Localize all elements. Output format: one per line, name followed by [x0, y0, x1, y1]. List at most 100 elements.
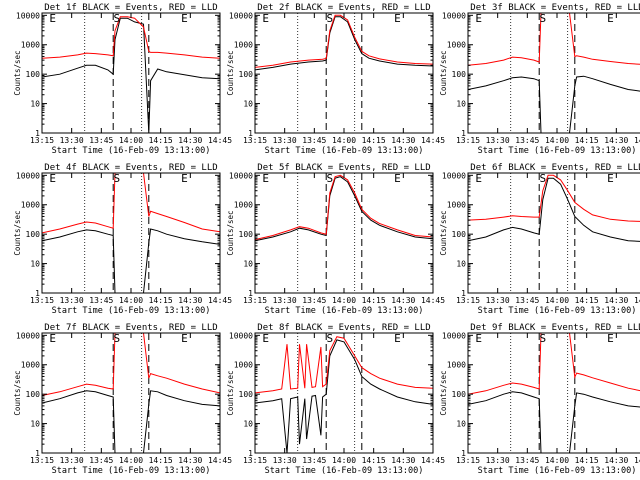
y-tick-label: 100 [26, 230, 41, 239]
y-tick-label: 1000 [21, 201, 40, 210]
x-tick-label: 14:45 [634, 296, 640, 305]
y-tick-label: 100 [239, 390, 254, 399]
x-tick-label: 13:45 [302, 136, 326, 145]
y-tick-label: 1000 [447, 361, 466, 370]
y-tick-label: 10 [456, 420, 466, 429]
y-tick-label: 1 [35, 129, 40, 138]
time-marker-label: S [113, 332, 120, 345]
x-tick-label: 13:15 [30, 296, 54, 305]
plot-frame [467, 332, 640, 454]
x-tick-label: 13:45 [89, 456, 113, 465]
events-series-line [42, 390, 220, 453]
y-tick-label: 10 [243, 260, 253, 269]
y-axis-label: Counts/sec [13, 50, 22, 95]
events-series-line [42, 228, 220, 293]
time-marker-label: S [539, 172, 546, 185]
x-tick-label: 14:00 [119, 136, 143, 145]
x-tick-label: 14:45 [421, 456, 445, 465]
x-tick-label: 13:45 [515, 456, 539, 465]
x-tick-label: 13:15 [243, 136, 267, 145]
x-tick-label: 14:30 [391, 456, 415, 465]
x-tick-label: 13:15 [30, 456, 54, 465]
y-tick-label: 1000 [234, 361, 253, 370]
x-axis-label: Start Time (16-Feb-09 13:13:00) [52, 146, 211, 156]
panel-title: Det 5f BLACK = Events, RED = LLD [257, 163, 430, 173]
y-tick-label: 1 [248, 289, 253, 298]
x-tick-label: 14:30 [604, 136, 628, 145]
events-series-line [42, 17, 220, 133]
y-tick-label: 1000 [447, 41, 466, 50]
panel-title: Det 3f BLACK = Events, RED = LLD [470, 3, 640, 13]
x-tick-label: 13:45 [302, 456, 326, 465]
y-tick-label: 1000 [447, 201, 466, 210]
y-tick-label: 1 [248, 449, 253, 458]
y-tick-label: 1 [35, 449, 40, 458]
y-axis-label: Counts/sec [13, 210, 22, 255]
x-tick-label: 14:15 [362, 136, 386, 145]
y-tick-label: 100 [452, 70, 467, 79]
y-axis-label: Counts/sec [226, 50, 235, 95]
time-marker-label: E [394, 172, 401, 185]
time-marker-label: E [394, 12, 401, 25]
x-tick-label: 13:15 [243, 456, 267, 465]
x-tick-label: 14:30 [604, 456, 628, 465]
lld-series-line [42, 16, 220, 59]
time-marker-label: E [262, 332, 269, 345]
y-tick-label: 1 [35, 289, 40, 298]
x-tick-label: 14:45 [208, 136, 232, 145]
time-marker-label: S [113, 172, 120, 185]
time-marker-label: S [539, 12, 546, 25]
panel-title: Det 4f BLACK = Events, RED = LLD [44, 163, 217, 173]
x-tick-label: 14:30 [604, 296, 628, 305]
x-tick-label: 14:30 [178, 456, 202, 465]
y-tick-label: 10000 [16, 171, 40, 180]
time-marker-label: E [49, 332, 56, 345]
time-marker-label: E [262, 172, 269, 185]
time-marker-label: E [475, 172, 482, 185]
x-tick-label: 13:30 [273, 456, 297, 465]
time-marker-label: E [607, 12, 614, 25]
x-axis-label: Start Time (16-Feb-09 13:13:00) [478, 466, 637, 476]
x-tick-label: 14:30 [178, 136, 202, 145]
x-tick-label: 13:45 [302, 296, 326, 305]
time-marker-label: E [49, 172, 56, 185]
x-tick-label: 13:15 [456, 296, 480, 305]
panel-title: Det 6f BLACK = Events, RED = LLD [470, 163, 640, 173]
x-tick-label: 14:15 [149, 296, 173, 305]
x-tick-label: 13:30 [273, 296, 297, 305]
time-marker-label: E [394, 332, 401, 345]
y-tick-label: 1 [461, 449, 466, 458]
time-marker-label: S [326, 332, 333, 345]
y-tick-label: 10000 [16, 331, 40, 340]
y-tick-label: 100 [239, 70, 254, 79]
y-tick-label: 10000 [16, 11, 40, 20]
x-tick-label: 14:45 [421, 296, 445, 305]
lld-series-line [468, 13, 640, 66]
x-tick-label: 13:30 [486, 456, 510, 465]
x-tick-label: 13:15 [243, 296, 267, 305]
x-axis-label: Start Time (16-Feb-09 13:13:00) [52, 306, 211, 316]
x-tick-label: 13:30 [486, 296, 510, 305]
lld-series-line [468, 174, 640, 222]
time-marker-label: E [607, 172, 614, 185]
y-tick-label: 100 [26, 70, 41, 79]
x-tick-label: 13:45 [89, 136, 113, 145]
x-tick-label: 14:45 [634, 136, 640, 145]
lld-series-line [255, 14, 433, 68]
x-axis-label: Start Time (16-Feb-09 13:13:00) [478, 146, 637, 156]
y-tick-label: 10000 [442, 331, 466, 340]
time-marker-label: S [113, 12, 120, 25]
x-tick-label: 13:15 [30, 136, 54, 145]
events-series-line [255, 339, 433, 453]
time-marker-label: E [49, 12, 56, 25]
y-tick-label: 10000 [442, 11, 466, 20]
y-tick-label: 100 [452, 390, 467, 399]
events-series-line [468, 177, 640, 242]
x-tick-label: 14:15 [575, 456, 599, 465]
time-marker-label: E [262, 12, 269, 25]
